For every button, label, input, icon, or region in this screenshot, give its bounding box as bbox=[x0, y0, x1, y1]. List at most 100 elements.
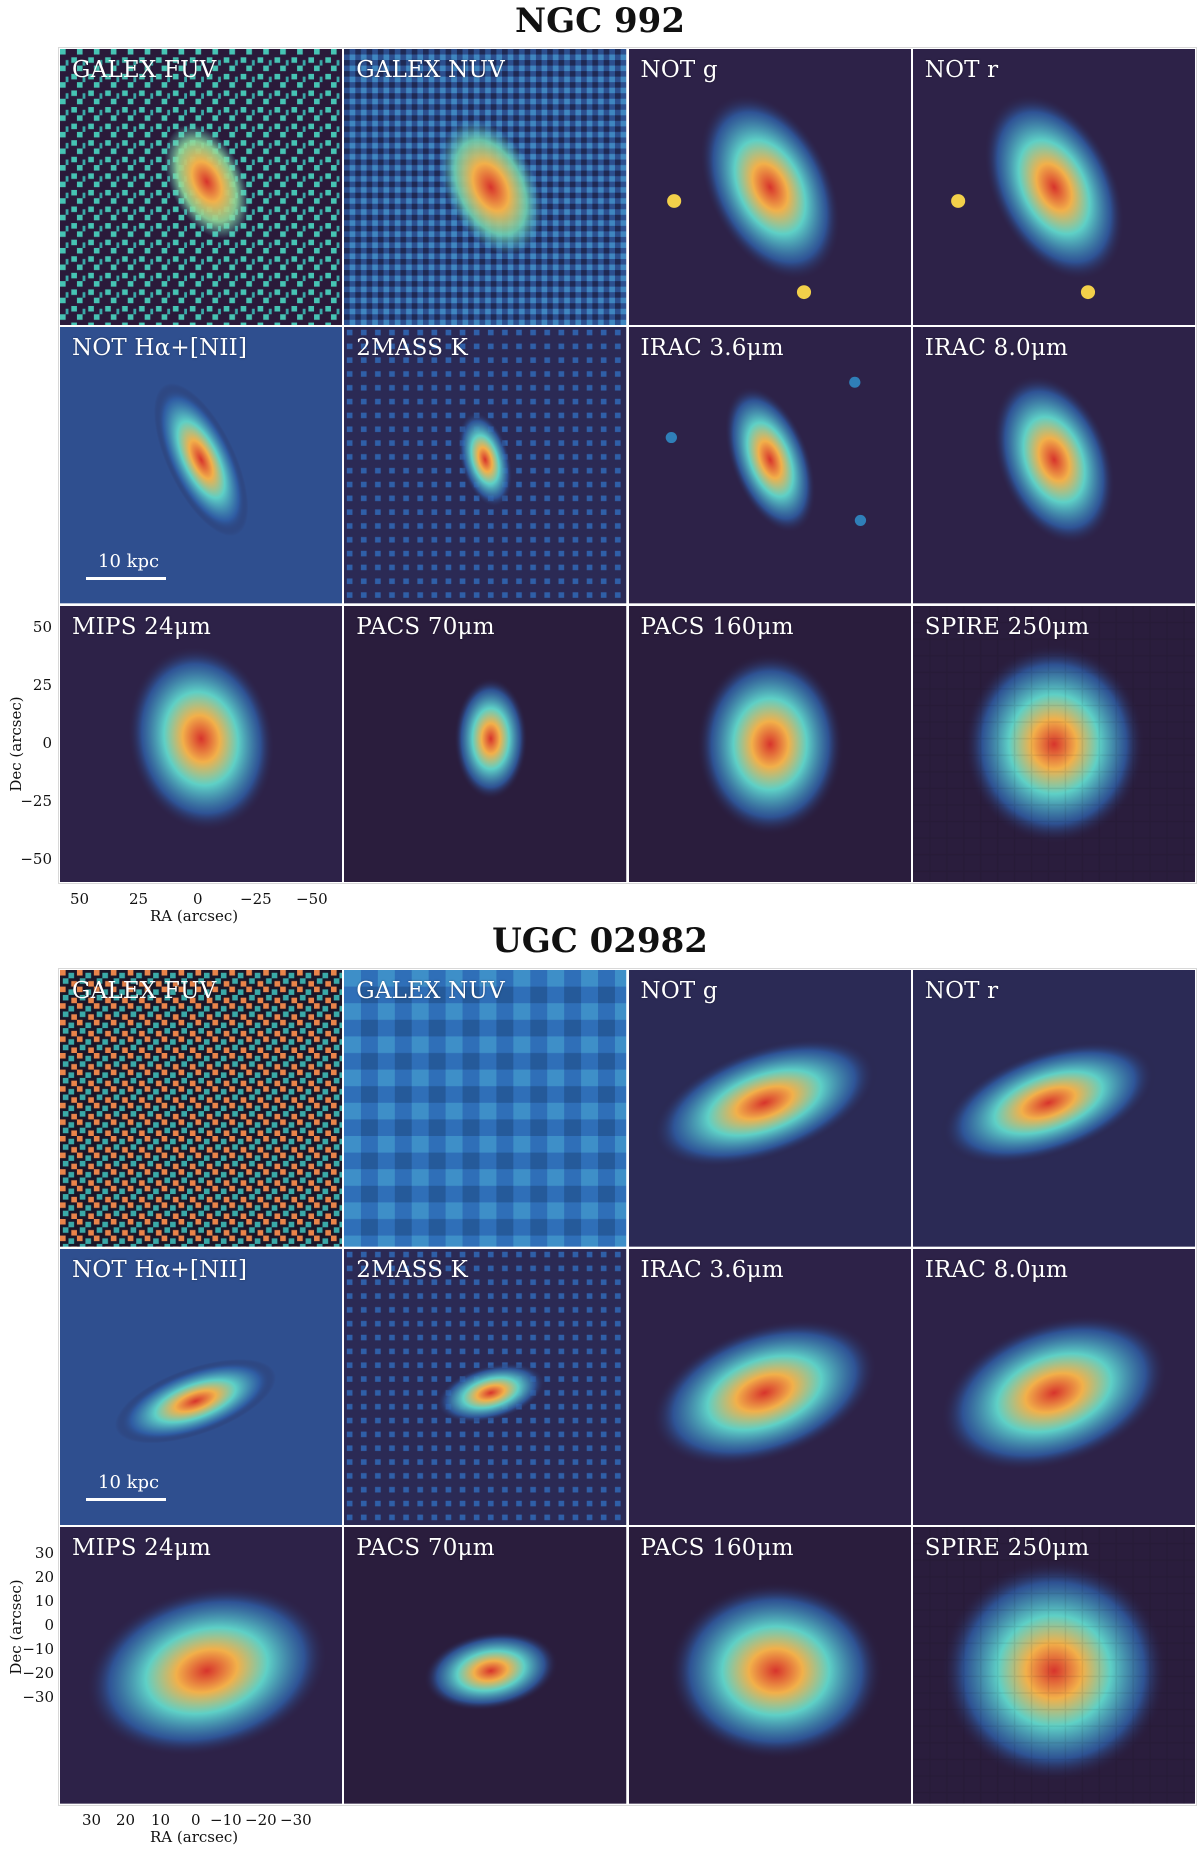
band-label: GALEX FUV bbox=[72, 978, 217, 1004]
ra-axis-title: RA (arcsec) bbox=[150, 907, 239, 925]
not-r-image bbox=[912, 970, 1195, 1247]
not-g-image bbox=[628, 49, 911, 326]
dec-axis-title: Dec (arcsec) bbox=[7, 1579, 25, 1675]
band-label: NOT Hα+[NII] bbox=[72, 335, 248, 362]
not-g-image bbox=[628, 970, 911, 1247]
figure-title: NGC 992 bbox=[515, 1, 685, 41]
band-label: 2MASS K bbox=[356, 335, 469, 362]
band-label: PACS 160μm bbox=[640, 613, 794, 640]
dec-tick: 30 bbox=[34, 1544, 54, 1562]
panel-mips-24: MIPS 24μm bbox=[59, 1526, 344, 1805]
panel-galex-fuv: GALEX FUV bbox=[59, 48, 344, 327]
panel-pacs-160: PACS 160μm bbox=[627, 604, 912, 883]
panel-galex-nuv: GALEX NUV bbox=[343, 48, 628, 327]
ra-tick: 50 bbox=[70, 890, 90, 908]
band-label: MIPS 24μm bbox=[72, 1535, 212, 1562]
dec-tick: −20 bbox=[22, 1664, 54, 1682]
2mass-k-image bbox=[344, 1248, 627, 1526]
panel-spire-250: SPIRE 250μm bbox=[911, 1526, 1196, 1805]
dec-tick: −10 bbox=[22, 1640, 54, 1658]
scale-bar: 10 kpc bbox=[86, 1472, 166, 1502]
band-label: NOT r bbox=[924, 57, 999, 83]
figure-title: UGC 02982 bbox=[492, 921, 708, 961]
band-label: GALEX NUV bbox=[356, 57, 505, 83]
panel-galex-fuv: GALEX FUV bbox=[59, 969, 344, 1248]
irac-8-0-image bbox=[912, 1248, 1195, 1526]
scale-bar: 10 kpc bbox=[86, 551, 166, 580]
mips-24-image bbox=[60, 1527, 343, 1804]
dec-tick: −25 bbox=[20, 792, 52, 810]
band-label: MIPS 24μm bbox=[72, 613, 212, 640]
dec-tick: 0 bbox=[42, 734, 52, 752]
panel-pacs-70: PACS 70μm bbox=[343, 604, 628, 883]
band-label: GALEX NUV bbox=[356, 978, 505, 1004]
panel-not-r: NOT r bbox=[911, 48, 1196, 327]
panel-mips-24: MIPS 24μm bbox=[59, 604, 344, 883]
band-label: PACS 70μm bbox=[356, 1535, 495, 1562]
ra-tick: 20 bbox=[116, 1811, 136, 1829]
ra-tick: −30 bbox=[280, 1811, 312, 1829]
not-halpha-image bbox=[60, 1248, 343, 1526]
band-label: PACS 70μm bbox=[356, 613, 495, 640]
dec-tick: 50 bbox=[32, 618, 52, 636]
ra-tick: −50 bbox=[296, 890, 328, 908]
ra-tick: −20 bbox=[245, 1811, 277, 1829]
ra-tick: 30 bbox=[82, 1811, 102, 1829]
panel-2mass-k: 2MASS K bbox=[343, 1247, 628, 1527]
ra-tick: −25 bbox=[240, 890, 272, 908]
panel-2mass-k: 2MASS K bbox=[343, 326, 628, 605]
panel-not-halpha: NOT Hα+[NII] 10 kpc bbox=[59, 1247, 344, 1527]
2mass-k-image bbox=[344, 327, 627, 604]
dec-tick: 25 bbox=[32, 676, 52, 694]
band-label: GALEX FUV bbox=[72, 57, 217, 83]
band-label: SPIRE 250μm bbox=[924, 1535, 1090, 1562]
dec-tick: 20 bbox=[34, 1568, 54, 1586]
not-r-image bbox=[912, 49, 1195, 326]
ra-tick: 0 bbox=[193, 890, 203, 908]
band-label: 2MASS K bbox=[356, 1256, 469, 1283]
band-label: IRAC 8.0μm bbox=[924, 1256, 1069, 1283]
irac-8-0-image bbox=[912, 327, 1195, 604]
dec-tick: −50 bbox=[20, 850, 52, 868]
ra-tick: −10 bbox=[210, 1811, 242, 1829]
galex-fuv-image bbox=[60, 49, 343, 326]
image-grid: GALEX FUV GALEX NUV bbox=[58, 47, 1197, 884]
dec-tick: 10 bbox=[34, 1592, 54, 1610]
band-label: SPIRE 250μm bbox=[924, 613, 1090, 640]
irac-3-6-image bbox=[628, 1248, 911, 1526]
scale-bar-label: 10 kpc bbox=[98, 1472, 160, 1494]
not-halpha-image bbox=[60, 327, 343, 604]
irac-3-6-image bbox=[628, 327, 911, 604]
scale-bar-line bbox=[86, 576, 166, 580]
band-label: IRAC 3.6μm bbox=[640, 335, 784, 362]
band-label: NOT r bbox=[924, 978, 999, 1004]
scale-bar-line bbox=[86, 1498, 166, 1502]
band-label: PACS 160μm bbox=[640, 1535, 794, 1562]
band-label: IRAC 3.6μm bbox=[640, 1256, 784, 1283]
image-grid: GALEX FUV GALEX NUV NOT g bbox=[58, 968, 1197, 1806]
dec-tick: 0 bbox=[44, 1616, 54, 1634]
pacs-70-image bbox=[344, 1527, 627, 1804]
band-label: IRAC 8.0μm bbox=[924, 335, 1069, 362]
spire-250-image bbox=[912, 1527, 1195, 1804]
galex-nuv-image bbox=[344, 970, 627, 1247]
panel-not-halpha: NOT Hα+[NII] 10 kpc bbox=[59, 326, 344, 605]
panel-spire-250: SPIRE 250μm bbox=[911, 604, 1196, 883]
panel-not-g: NOT g bbox=[627, 969, 912, 1248]
pacs-160-image bbox=[628, 1527, 911, 1804]
spire-250-image bbox=[912, 605, 1195, 882]
galex-nuv-image bbox=[344, 49, 627, 326]
dec-axis-title: Dec (arcsec) bbox=[7, 696, 25, 792]
pacs-70-image bbox=[344, 605, 627, 882]
panel-irac-8-0: IRAC 8.0μm bbox=[911, 326, 1196, 605]
ra-axis-title: RA (arcsec) bbox=[150, 1828, 239, 1846]
dec-tick: −30 bbox=[22, 1688, 54, 1706]
panel-irac-3-6: IRAC 3.6μm bbox=[627, 1247, 912, 1527]
ra-tick: 10 bbox=[151, 1811, 171, 1829]
panel-pacs-70: PACS 70μm bbox=[343, 1526, 628, 1805]
panel-pacs-160: PACS 160μm bbox=[627, 1526, 912, 1805]
pacs-160-image bbox=[628, 605, 911, 882]
panel-irac-8-0: IRAC 8.0μm bbox=[911, 1247, 1196, 1527]
band-label: NOT Hα+[NII] bbox=[72, 1256, 248, 1283]
band-label: NOT g bbox=[640, 978, 718, 1004]
